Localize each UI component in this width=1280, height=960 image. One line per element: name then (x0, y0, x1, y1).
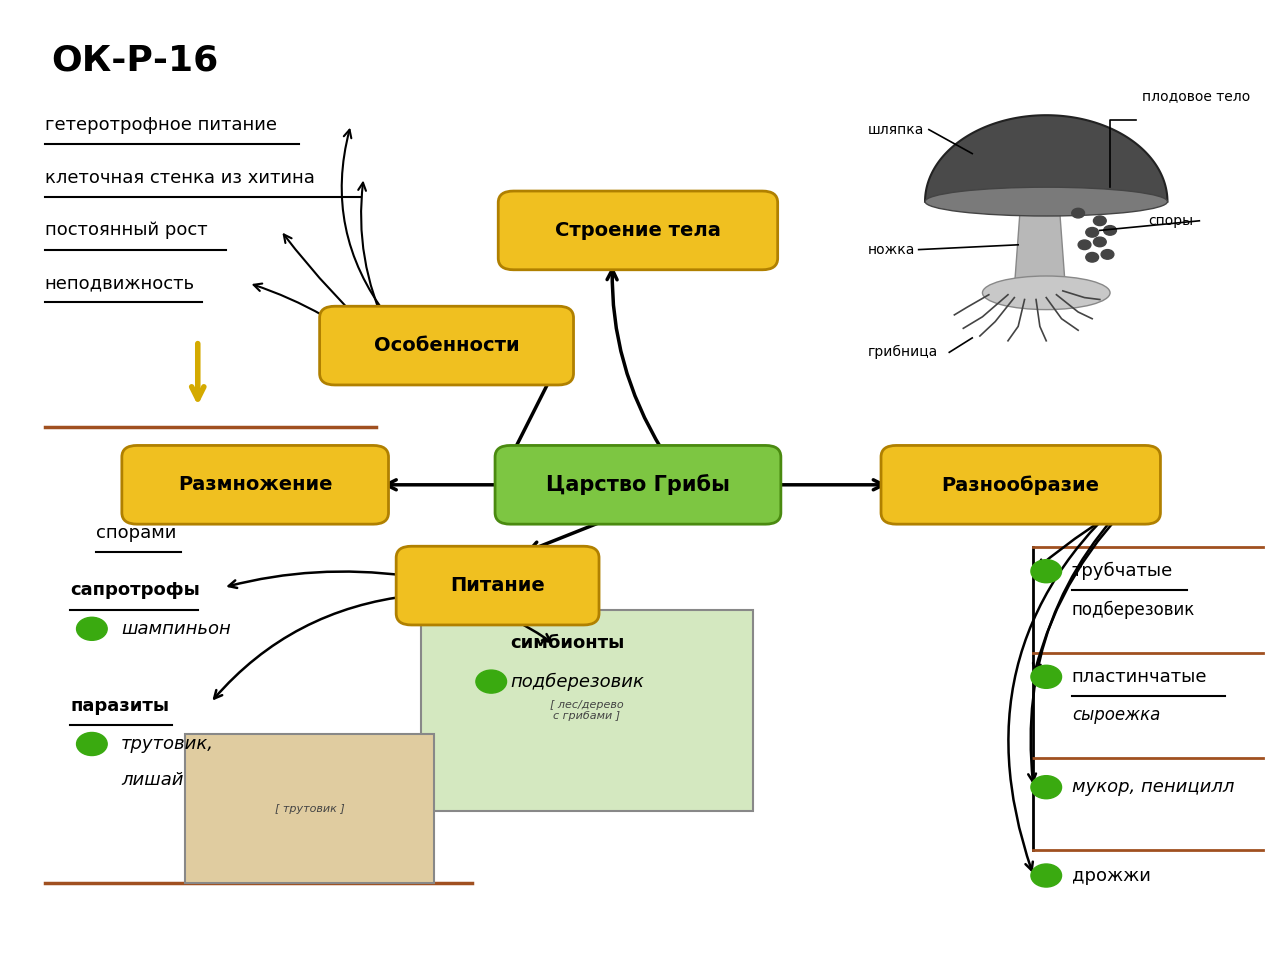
Text: трутовик,: трутовик, (122, 735, 214, 753)
Text: шляпка: шляпка (868, 123, 924, 136)
Circle shape (77, 617, 108, 640)
Text: подберезовик: подберезовик (511, 672, 644, 691)
FancyBboxPatch shape (881, 445, 1161, 524)
FancyBboxPatch shape (186, 734, 434, 883)
Text: споры: споры (1148, 214, 1193, 228)
Text: сыроежка: сыроежка (1071, 707, 1160, 724)
Text: постоянный рост: постоянный рост (45, 222, 207, 239)
Circle shape (77, 732, 108, 756)
Text: трубчатые: трубчатые (1071, 562, 1172, 581)
Text: неподвижность: неподвижность (45, 275, 195, 292)
Text: дрожжи: дрожжи (1071, 867, 1151, 884)
Circle shape (1071, 208, 1084, 218)
Text: Разнообразие: Разнообразие (942, 475, 1100, 494)
Text: паразиты: паразиты (70, 697, 169, 714)
FancyBboxPatch shape (495, 445, 781, 524)
Circle shape (1078, 240, 1091, 250)
Text: симбионты: симбионты (511, 635, 625, 652)
FancyBboxPatch shape (397, 546, 599, 625)
FancyBboxPatch shape (320, 306, 573, 385)
Circle shape (1030, 665, 1061, 688)
Text: Питание: Питание (451, 576, 545, 595)
Text: клеточная стенка из хитина: клеточная стенка из хитина (45, 169, 315, 186)
Text: пластинчатые: пластинчатые (1071, 668, 1207, 685)
Circle shape (1030, 864, 1061, 887)
Text: гетеротрофное питание: гетеротрофное питание (45, 116, 276, 133)
Text: шампиньон: шампиньон (122, 620, 230, 637)
Text: Размножение: Размножение (178, 475, 333, 494)
Circle shape (1030, 776, 1061, 799)
FancyBboxPatch shape (421, 610, 753, 811)
Text: грибница: грибница (868, 346, 938, 359)
Circle shape (1103, 226, 1116, 235)
Ellipse shape (925, 187, 1167, 216)
Ellipse shape (983, 276, 1110, 309)
FancyBboxPatch shape (122, 445, 389, 524)
Text: Особенности: Особенности (374, 336, 520, 355)
Circle shape (1093, 216, 1106, 226)
Circle shape (1085, 228, 1098, 237)
Text: Строение тела: Строение тела (556, 221, 721, 240)
Circle shape (1101, 250, 1114, 259)
Polygon shape (925, 115, 1167, 202)
Text: сапротрофы: сапротрофы (70, 582, 200, 599)
Text: мукор, пеницилл: мукор, пеницилл (1071, 779, 1234, 796)
Text: Царство Грибы: Царство Грибы (547, 474, 730, 495)
Text: подберезовик: подберезовик (1071, 601, 1196, 618)
Text: плодовое тело: плодовое тело (1142, 89, 1251, 103)
Polygon shape (1014, 202, 1065, 288)
Text: лишай: лишай (122, 771, 184, 788)
Text: ножка: ножка (868, 243, 915, 256)
Circle shape (1030, 560, 1061, 583)
Text: [ лес/дерево
с грибами ]: [ лес/дерево с грибами ] (550, 700, 623, 721)
Text: ОК-Р-16: ОК-Р-16 (51, 43, 219, 77)
Circle shape (1085, 252, 1098, 262)
Circle shape (1093, 237, 1106, 247)
Text: [ трутовик ]: [ трутовик ] (274, 804, 344, 814)
Text: спорами: спорами (96, 524, 177, 541)
FancyBboxPatch shape (498, 191, 778, 270)
Circle shape (476, 670, 507, 693)
